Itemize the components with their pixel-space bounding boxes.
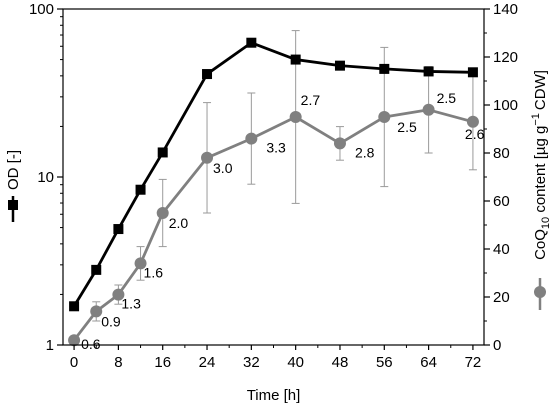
coq-point	[422, 103, 435, 116]
x-tick-label: 72	[465, 354, 482, 371]
od-point	[290, 54, 301, 65]
x-tick-label: 64	[420, 354, 437, 371]
coq-point	[90, 305, 103, 318]
coq-point	[289, 111, 302, 123]
x-tick-label: 48	[332, 354, 349, 371]
x-tick-label: 8	[114, 354, 122, 371]
coq-point-label: 3.3	[266, 140, 286, 156]
x-tick-label: 24	[199, 354, 216, 371]
od-legend-marker	[8, 200, 18, 210]
coq-point-label: 2.5	[397, 119, 417, 135]
y-right-tick-label: 20	[493, 289, 510, 306]
od-point	[91, 264, 102, 275]
markers	[68, 37, 479, 347]
coq-point-label: 1.6	[144, 264, 164, 280]
x-axis-title: Time [h]	[247, 387, 301, 404]
y-right-tick-label: 120	[493, 49, 518, 66]
coq-point	[134, 257, 147, 270]
y-left-tick-label: 100	[29, 1, 54, 18]
y-right-tick-label: 0	[493, 337, 501, 354]
coq-point-label: 0.9	[101, 313, 121, 329]
coq-point-label: 2.0	[169, 215, 189, 231]
od-point	[246, 37, 257, 48]
coq-legend-marker	[534, 286, 546, 298]
coq-point-label: 2.6	[465, 126, 485, 142]
y-right-axis-title: CoQ10 content [µg g−1CDW]	[530, 70, 550, 260]
x-axis-ticks: 0 8 16 24 32 40 48 56 64 72	[70, 345, 481, 371]
coq-point	[112, 288, 125, 301]
y-right-tick-label: 100	[493, 97, 518, 114]
coq-point	[378, 111, 391, 123]
od-point	[423, 66, 434, 77]
coq-point	[245, 132, 258, 145]
od-point	[157, 147, 168, 158]
plot-border	[62, 8, 485, 346]
x-tick-label: 56	[376, 354, 393, 371]
od-point	[379, 63, 390, 74]
coq-point	[156, 207, 169, 219]
x-tick-label: 40	[287, 354, 304, 371]
y-left-axis-ticks: 1 10 100	[29, 1, 63, 354]
od-point	[202, 69, 213, 80]
od-point	[113, 224, 124, 235]
x-tick-label: 32	[243, 354, 260, 371]
coq-point-label: 1.3	[121, 296, 141, 312]
y-left-axis-title-group: OD [-]	[5, 150, 22, 222]
coq-point-label: 2.8	[355, 144, 375, 160]
y-right-tick-label: 40	[493, 241, 510, 258]
od-point	[334, 60, 345, 71]
x-tick-label: 0	[70, 354, 78, 371]
plot-frame	[62, 8, 485, 346]
coq-point-label: 2.5	[437, 90, 457, 106]
od-point	[467, 67, 478, 78]
od-line-path	[72, 41, 473, 308]
coq-point-label: 2.7	[301, 92, 321, 108]
coq-point-label: 0.6	[81, 336, 101, 352]
y-right-axis-title-group: CoQ10 content [µg g−1CDW]	[530, 70, 550, 310]
coq-point	[201, 151, 214, 164]
coq-point-label: 3.0	[213, 160, 233, 176]
od-series-line	[72, 41, 473, 308]
y-right-tick-label: 60	[493, 193, 510, 210]
coq-point	[68, 334, 81, 347]
y-right-tick-label: 80	[493, 145, 510, 162]
y-left-tick-label: 10	[37, 169, 54, 186]
coq-point	[333, 137, 346, 150]
point-labels: 0.60.91.31.6 2.0 3.0 3.3 2.7 2.8 2.5 2.5 2.6	[81, 90, 485, 352]
y-left-axis-title: OD [-]	[5, 150, 22, 190]
od-point	[69, 301, 80, 312]
y-right-tick-label: 140	[493, 1, 518, 18]
y-left-tick-label: 1	[46, 337, 54, 354]
coq-point	[466, 115, 479, 128]
od-point	[135, 184, 146, 195]
y-right-axis-ticks: 0 20 40 60 80 100 120 140	[484, 1, 518, 354]
x-tick-label: 16	[154, 354, 171, 371]
